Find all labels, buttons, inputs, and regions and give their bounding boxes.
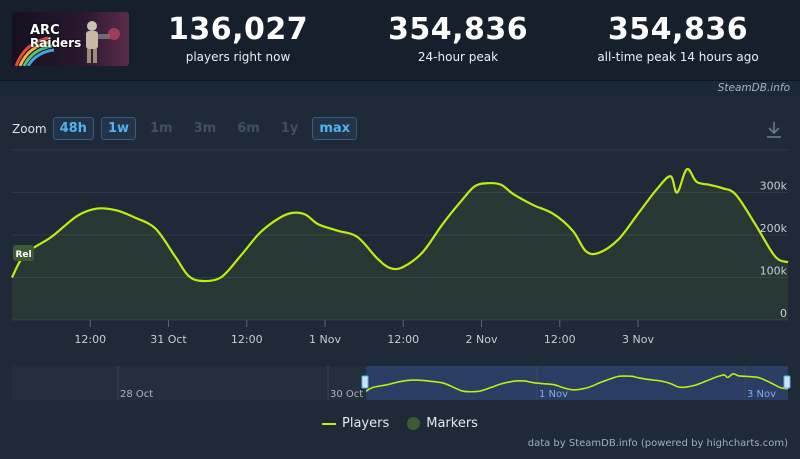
day-peak-label: 24-hour peak [417,50,499,64]
legend-item-players[interactable]: Players [322,416,389,431]
logo-text: ARC Raiders [30,23,82,50]
chart-gridlines [12,149,788,321]
x-tick-label: 3 Nov [622,333,654,346]
y-tick-label: 300k [760,180,788,193]
zoom-label: Zoom [12,121,47,136]
x-tick-label: 12:00 [387,333,419,346]
navigator-tick-label: 3 Nov [747,389,776,400]
y-tick-label: 0 [780,307,787,320]
legend-dot-swatch [407,417,421,430]
zoom-1y-button[interactable]: 1y [280,121,299,136]
zoom-1w-button[interactable]: 1w [100,117,137,140]
zoom-3m-button[interactable]: 3m [193,121,217,136]
legend-players-label: Players [342,416,390,431]
x-tick-label: 12:00 [231,333,263,346]
zoom-1m-button[interactable]: 1m [150,121,173,136]
legend-item-markers[interactable]: Markers [407,416,478,431]
zoom-controls: Zoom 48h 1w 1m 3m 6m 1y max [12,117,364,140]
current-players-stat: 136,027 players right now [168,12,308,65]
navigator-series-line [365,372,789,393]
day-peak-stat: 354,836 24-hour peak [388,12,528,65]
navigator-tick-label: 28 Oct [120,389,153,400]
zoom-48h-button[interactable]: 48h [52,117,94,140]
steamdb-credit[interactable]: SteamDB.info [717,82,790,94]
x-tick-label: 12:00 [74,333,106,346]
navigator-left-handle[interactable] [361,375,369,389]
release-marker-badge[interactable] [13,245,34,261]
navigator-axis-labels: 28 Oct 30 Oct 1 Nov 3 Nov [117,366,776,400]
x-tick-label: 12:00 [544,333,576,346]
x-tick-label: 2 Nov [466,333,498,346]
stats-bar: ARC Raiders 136,027 players right now 35… [0,0,800,81]
download-icon[interactable] [766,121,782,139]
all-time-peak-label: all-time peak 14 hours ago [597,50,759,64]
game-art-image [12,12,129,66]
navigator[interactable]: 28 Oct 30 Oct 1 Nov 3 Nov [12,366,791,400]
y-tick-label: 200k [760,222,788,235]
navigator-tick-label: 1 Nov [539,389,568,400]
current-players-value: 136,027 [168,12,309,47]
navigator-selection[interactable] [366,366,788,400]
chart-credit[interactable]: data by SteamDB.info (powered by highcha… [527,438,788,449]
release-marker-label: Rel [15,250,31,260]
y-tick-label: 100k [760,265,788,278]
players-area [12,169,788,320]
current-players-label: players right now [185,50,291,64]
zoom-max-button[interactable]: max [312,117,358,140]
x-tick-label: 1 Nov [309,333,341,346]
legend-markers-label: Markers [426,416,478,431]
all-time-peak-stat: 354,836 all-time peak 14 hours ago [593,12,763,65]
players-series-line[interactable] [11,168,789,283]
day-peak-value: 354,836 [388,12,529,47]
chart-legend: Players Markers [0,416,800,431]
x-axis-labels: 12:00 31 Oct 12:00 1 Nov 12:00 2 Nov 12:00 3 No… [74,320,654,346]
all-time-peak-value: 354,836 [607,12,749,47]
navigator-tick-label: 30 Oct [330,389,363,400]
legend-line-swatch [322,422,337,425]
release-marker[interactable]: Rel [13,245,34,261]
y-axis-labels: 0 100k 200k 300k [760,180,788,321]
navigator-right-handle[interactable] [783,375,791,389]
zoom-6m-button[interactable]: 6m [237,121,260,136]
game-thumbnail[interactable]: ARC Raiders [12,12,129,66]
x-tick-label: 31 Oct [150,333,187,346]
